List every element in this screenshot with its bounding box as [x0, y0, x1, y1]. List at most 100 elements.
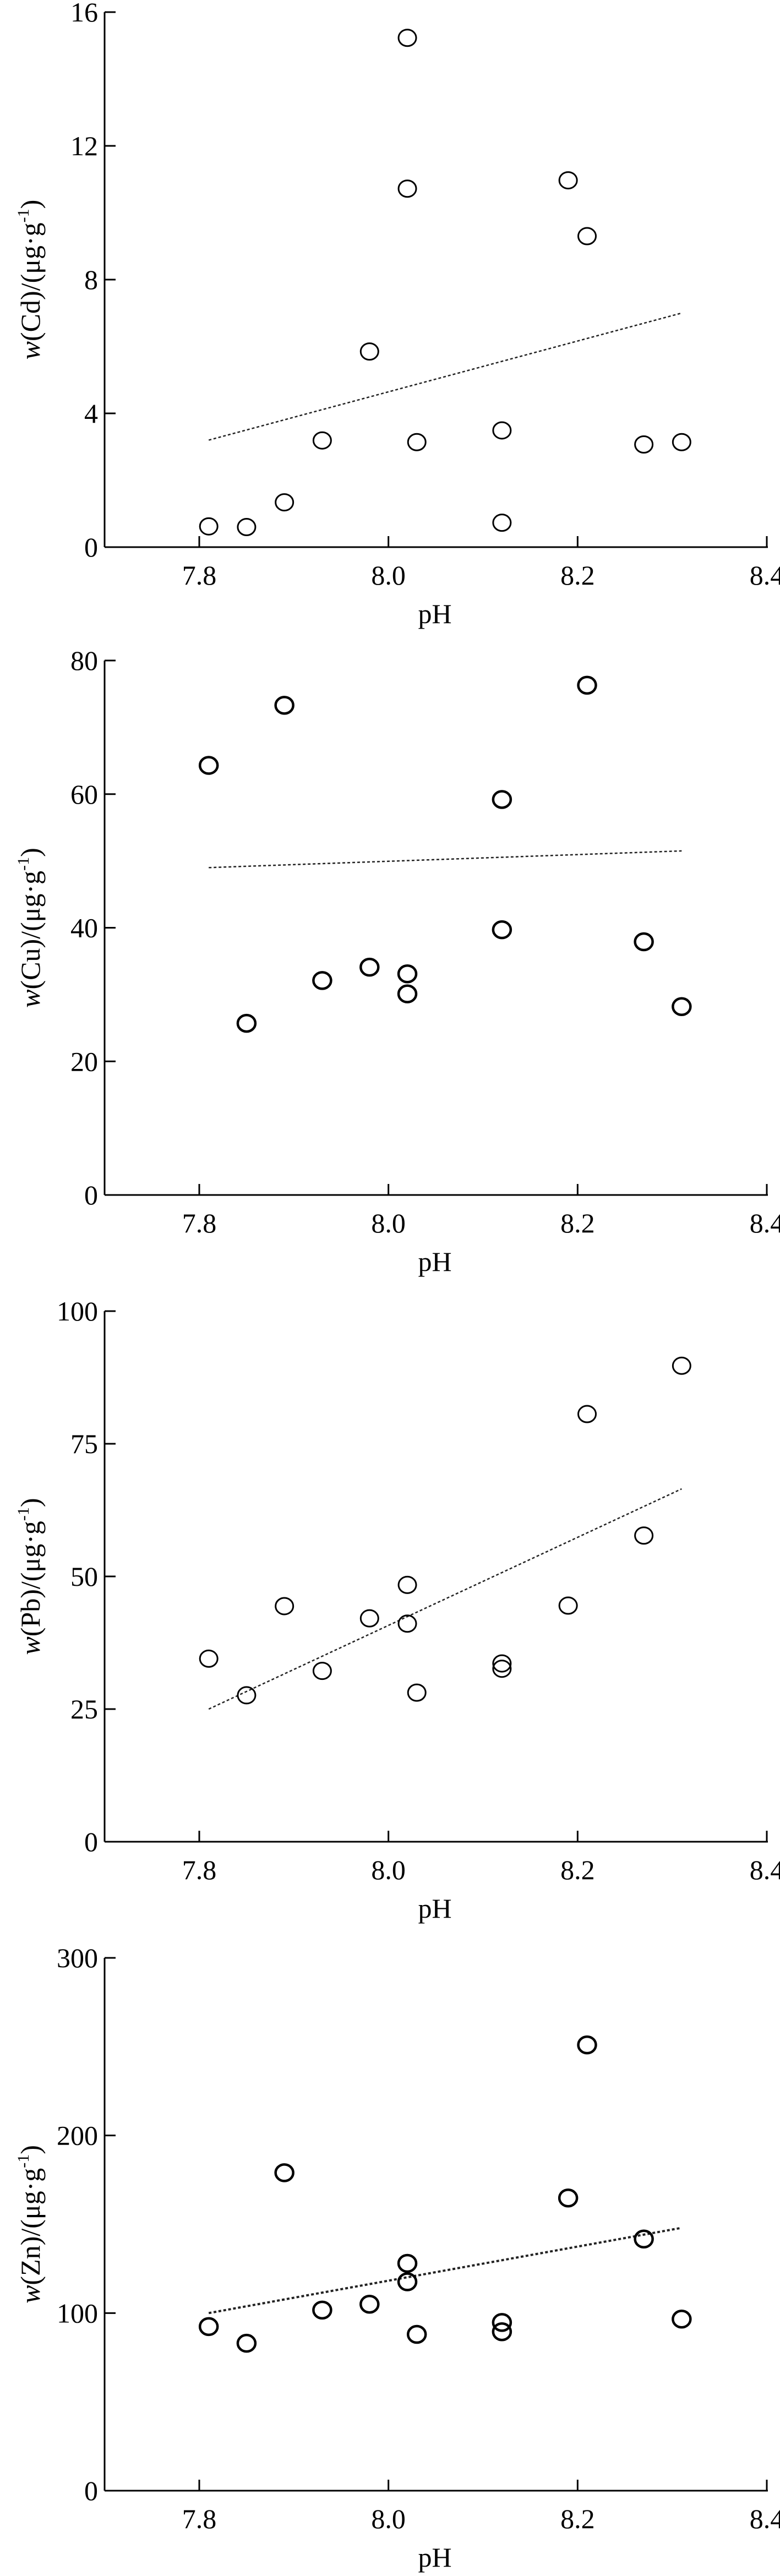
x-axis-title: pH: [418, 1893, 451, 1924]
x-tick-label: 8.0: [371, 1854, 406, 1885]
y-axis-title: w(Pb)/(μg·g-1): [14, 1498, 46, 1655]
y-tick-label: 0: [84, 2475, 98, 2506]
data-point: [558, 2188, 579, 2208]
y-tick-label: 80: [70, 645, 98, 676]
data-point: [199, 517, 219, 536]
x-tick-label: 8.2: [560, 2503, 595, 2534]
y-axis-title-italic: w: [15, 341, 46, 359]
data-point: [397, 29, 417, 47]
y-tick-label: 0: [84, 1180, 98, 1210]
data-point: [492, 2313, 512, 2332]
data-point: [492, 1654, 512, 1673]
data-point: [558, 171, 578, 190]
data-point: [312, 2300, 332, 2320]
data-point: [492, 920, 512, 940]
data-point: [397, 1575, 417, 1594]
x-tick-label: 8.2: [560, 1854, 595, 1885]
data-point: [406, 2324, 427, 2344]
data-point: [397, 2253, 418, 2273]
data-point: [577, 2035, 597, 2055]
data-point: [558, 1596, 578, 1615]
x-tick-label: 7.8: [182, 1854, 217, 1885]
data-point: [237, 1686, 257, 1705]
y-axis-title-close: ): [15, 2145, 46, 2154]
x-tick-label: 7.8: [182, 2503, 217, 2534]
y-tick-label: 0: [84, 1826, 98, 1857]
x-tick-label: 8.4: [750, 560, 780, 591]
y-axis-title-rest: (Cu)/(μg·g: [15, 871, 46, 990]
data-point: [312, 1662, 332, 1680]
y-tick-label: 200: [57, 2120, 98, 2151]
y-axis-title: w(Zn)/(μg·g-1): [14, 2145, 46, 2304]
data-point: [634, 435, 654, 454]
panel-zn: 0 100 200 300 7.8 8.0 8.2 8.4 pH w(Zn)/(μg·g-1): [14, 1942, 780, 2573]
data-point: [634, 1526, 654, 1545]
y-tick-label: 60: [70, 779, 98, 810]
x-tick-label: 8.0: [371, 560, 406, 591]
data-point: [397, 984, 418, 1003]
data-point: [397, 964, 418, 984]
x-tick-label: 8.2: [560, 1208, 595, 1238]
data-point: [312, 971, 332, 990]
x-axis-title: pH: [418, 598, 451, 629]
trendline: [209, 850, 682, 869]
data-point: [492, 514, 512, 532]
data-point: [274, 2163, 294, 2182]
y-axis-title-rest: (Zn)/(μg·g: [15, 2168, 46, 2285]
data-point: [672, 2310, 692, 2329]
x-tick-label: 8.4: [750, 2503, 780, 2534]
data-point: [407, 1683, 427, 1702]
data-point: [577, 1405, 597, 1423]
y-axis-title-sup: -1: [14, 2154, 32, 2168]
data-point: [312, 431, 332, 450]
y-axis-title: w(Cd)/(μg·g-1): [14, 200, 46, 360]
data-point: [236, 1013, 257, 1033]
data-point: [672, 433, 691, 451]
data-point: [359, 342, 379, 361]
y-axis-title-close: ): [15, 848, 46, 857]
x-axis-title: pH: [418, 2542, 451, 2573]
data-point: [492, 2322, 512, 2342]
x-tick-label: 8.0: [371, 2503, 406, 2534]
data-point: [492, 790, 512, 809]
data-point: [274, 696, 294, 715]
panel-cd: 0 4 8 12 16 7.8 8.0 8.2 8.4 pH w(Cd)/(μg·g-1): [14, 0, 780, 629]
data-point: [236, 2333, 257, 2353]
data-point: [397, 1614, 417, 1633]
y-tick-label: 20: [70, 1046, 98, 1077]
y-axis-title: w(Cu)/(μg·g-1): [14, 848, 46, 1008]
y-tick-label: 8: [84, 264, 98, 295]
y-axis-title-close: ): [15, 1498, 46, 1507]
data-point: [634, 2229, 654, 2249]
data-point: [634, 932, 654, 952]
data-point: [397, 2272, 418, 2291]
x-tick-label: 8.4: [750, 1208, 780, 1238]
data-point: [407, 433, 427, 451]
x-axis-title: pH: [418, 1246, 451, 1277]
y-tick-label: 4: [84, 398, 98, 429]
y-tick-label: 40: [70, 913, 98, 943]
y-axis-title-rest: (Pb)/(μg·g: [15, 1521, 46, 1636]
y-axis-title-close: ): [15, 200, 46, 209]
data-point: [672, 997, 692, 1016]
trendline: [208, 312, 682, 441]
data-point: [492, 1660, 512, 1678]
data-point: [237, 518, 257, 537]
data-point: [198, 756, 219, 775]
y-tick-label: 100: [57, 1296, 98, 1327]
y-axis-title-italic: w: [15, 1636, 46, 1655]
y-tick-label: 100: [57, 2297, 98, 2328]
panel-pb: 0 25 50 75 100 7.8 8.0 8.2 8.4 pH w(Pb)/(μg·g-1): [14, 1296, 780, 1924]
y-axis-title-sup: -1: [14, 857, 32, 871]
y-tick-label: 75: [70, 1428, 98, 1459]
y-tick-label: 0: [84, 532, 98, 563]
data-point: [577, 675, 597, 695]
data-point: [275, 1597, 294, 1616]
y-tick-label: 16: [70, 0, 98, 28]
y-axis-title-sup: -1: [14, 209, 32, 222]
data-point: [397, 179, 417, 198]
data-point: [672, 1356, 691, 1375]
data-point: [359, 2294, 380, 2314]
y-axis-title-rest: (Cd)/(μg·g: [15, 222, 46, 341]
